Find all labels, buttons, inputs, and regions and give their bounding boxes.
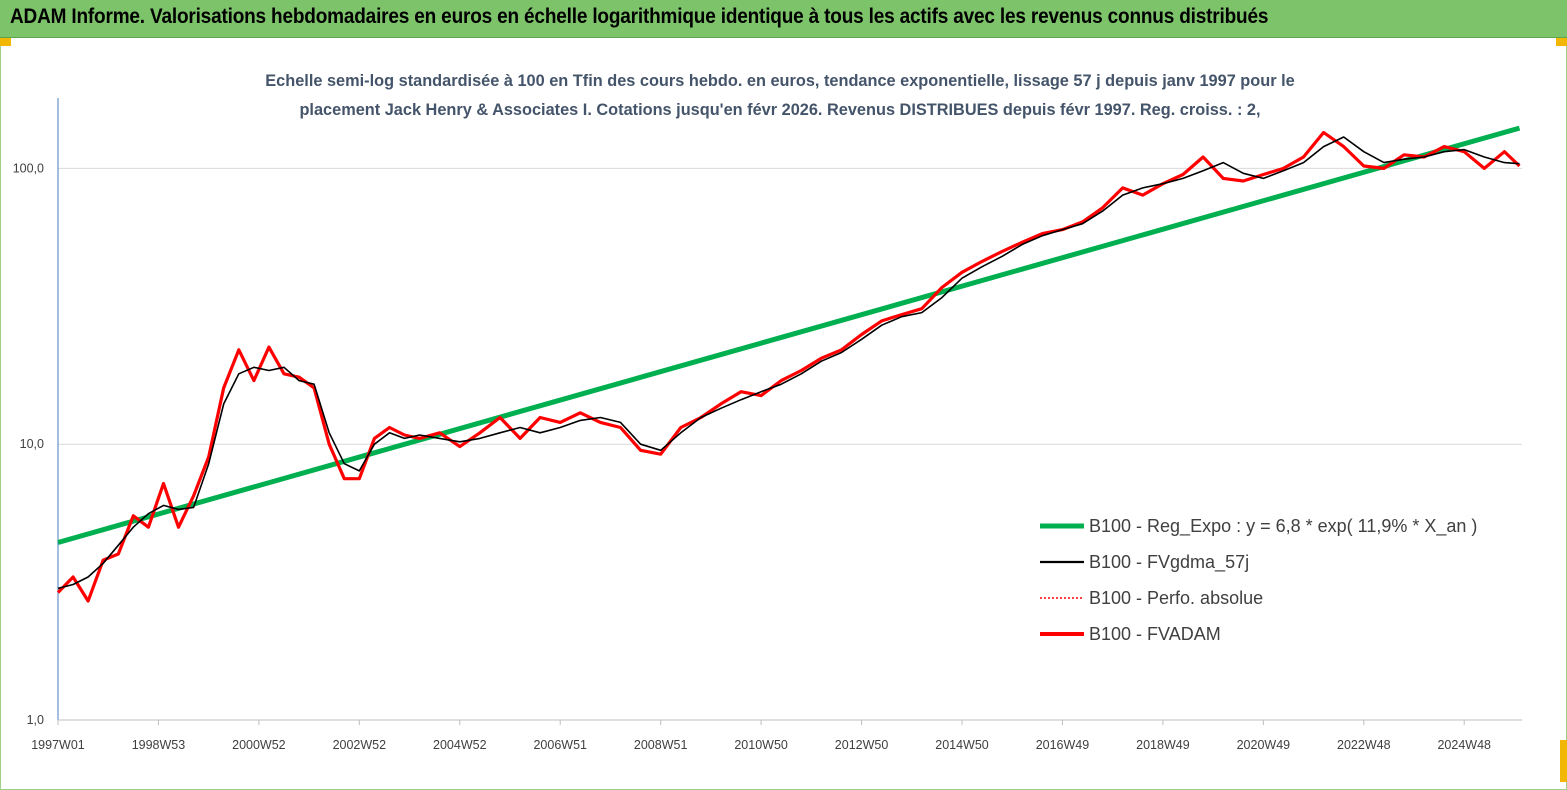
legend-label-perfo: B100 - Perfo. absolue bbox=[1089, 588, 1264, 608]
x-tick-label: 2014W50 bbox=[935, 738, 989, 752]
x-tick-label: 2002W52 bbox=[333, 738, 387, 752]
legend-label-fvgdma: B100 - FVgdma_57j bbox=[1089, 552, 1250, 572]
series-line-fvadam bbox=[56, 130, 1521, 603]
header-bar: ADAM Informe. Valorisations hebdomadaire… bbox=[0, 0, 1567, 38]
x-tick-label: 2018W49 bbox=[1136, 738, 1190, 752]
x-tick-label: 1997W01 bbox=[31, 738, 85, 752]
legend-label-fvadam: B100 - FVADAM bbox=[1089, 624, 1221, 644]
x-tick-label: 2006W51 bbox=[533, 738, 587, 752]
x-tick-label: 2000W52 bbox=[232, 738, 286, 752]
x-tick-label: 2008W51 bbox=[634, 738, 688, 752]
legend-swatch-reg-expo bbox=[1040, 523, 1084, 529]
chart-subtitle: Echelle semi-log standardisée à 100 en T… bbox=[175, 66, 1385, 124]
corner-marker-top-right bbox=[1556, 38, 1567, 46]
x-tick-label: 2016W49 bbox=[1036, 738, 1090, 752]
legend-swatch-fvgdma bbox=[1040, 560, 1084, 564]
x-tick-label: 2024W48 bbox=[1437, 738, 1491, 752]
chart-subtitle-line-1: Echelle semi-log standardisée à 100 en T… bbox=[265, 71, 1295, 90]
y-tick-label: 10,0 bbox=[20, 437, 44, 451]
x-tick-label: 1998W53 bbox=[132, 738, 186, 752]
chart-subtitle-line-2: placement Jack Henry & Associates I. Cot… bbox=[299, 100, 1261, 119]
x-tick-label: 2010W50 bbox=[734, 738, 788, 752]
corner-marker-top-left bbox=[0, 38, 11, 46]
y-tick-label: 100,0 bbox=[13, 161, 44, 175]
legend-label-reg-expo: B100 - Reg_Expo : y = 6,8 * exp( 11,9% *… bbox=[1089, 516, 1478, 536]
x-tick-label: 2012W50 bbox=[835, 738, 889, 752]
x-tick-label: 2004W52 bbox=[433, 738, 487, 752]
x-tick-label: 2020W49 bbox=[1237, 738, 1291, 752]
legend-swatch-perfo bbox=[1040, 597, 1084, 599]
series-line-reg-expo bbox=[57, 125, 1521, 545]
page-title: ADAM Informe. Valorisations hebdomadaire… bbox=[10, 5, 1269, 28]
series-line-fvgdma bbox=[57, 136, 1520, 590]
x-tick-label: 2022W48 bbox=[1337, 738, 1391, 752]
legend-swatch-fvadam bbox=[1040, 632, 1084, 636]
corner-marker-bottom-right bbox=[1560, 740, 1567, 782]
y-tick-label: 1,0 bbox=[27, 713, 44, 727]
